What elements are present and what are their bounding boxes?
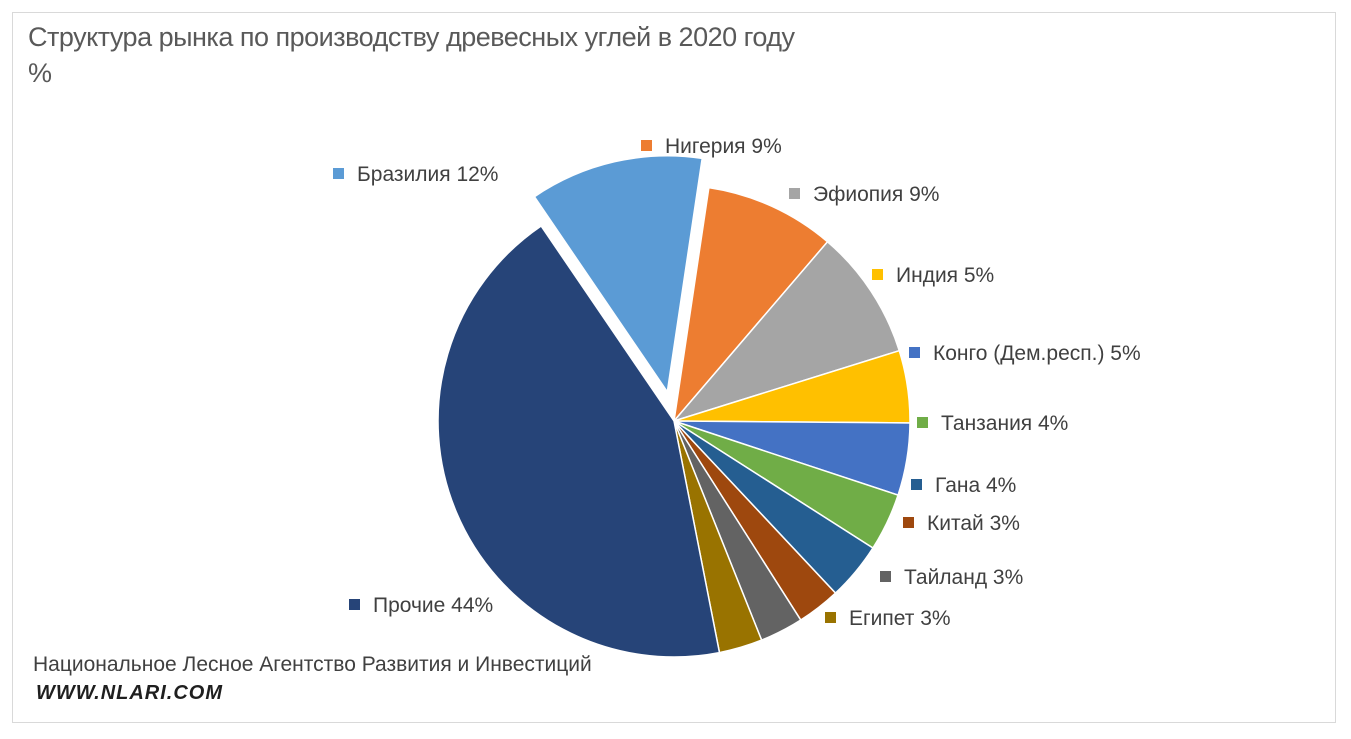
label-marker-нигерия — [641, 140, 652, 151]
label-text-эфиопия: Эфиопия 9% — [813, 183, 939, 206]
pie-label-бразилия: Бразилия 12% — [333, 163, 498, 186]
label-text-танзания: Танзания 4% — [941, 412, 1068, 435]
pie-slice-эфиопия — [671, 240, 901, 423]
label-marker-эфиопия — [789, 188, 800, 199]
label-marker-бразилия — [333, 168, 344, 179]
label-text-тайланд: Тайланд 3% — [904, 566, 1023, 589]
site-url[interactable]: WWW.NLARI.COM — [36, 682, 224, 704]
label-marker-прочие — [349, 599, 360, 610]
pie-label-эфиопия: Эфиопия 9% — [789, 183, 939, 206]
label-text-египет: Египет 3% — [849, 607, 951, 630]
label-text-прочие: Прочие 44% — [373, 594, 493, 617]
label-text-конго-дем-респ: Конго (Дем.респ.) 5% — [933, 342, 1141, 365]
pie-label-конго-дем-респ: Конго (Дем.респ.) 5% — [909, 342, 1141, 365]
label-text-бразилия: Бразилия 12% — [357, 163, 498, 186]
pie-label-китай: Китай 3% — [903, 512, 1020, 535]
pie-label-прочие: Прочие 44% — [349, 594, 493, 617]
label-marker-танзания — [917, 417, 928, 428]
label-marker-китай — [903, 517, 914, 528]
pie-label-нигерия: Нигерия 9% — [641, 135, 782, 158]
label-marker-тайланд — [880, 571, 891, 582]
label-marker-индия — [872, 269, 883, 280]
pie-labels: Нигерия 9% Эфиопия 9% Индия 5% Конго (Дем.р… — [333, 135, 1141, 630]
source-text: Национальное Лесное Агентство Развития и… — [33, 653, 592, 676]
label-text-индия: Индия 5% — [896, 264, 994, 287]
pie-label-египет: Египет 3% — [825, 607, 951, 630]
pie-label-тайланд: Тайланд 3% — [880, 566, 1023, 589]
pie-slice-прочие — [437, 224, 721, 658]
label-marker-египет — [825, 612, 836, 623]
pie-slice-нигерия — [672, 186, 829, 424]
pie-slice-бразилия — [533, 155, 704, 394]
pie-slices — [437, 155, 911, 658]
label-text-нигерия: Нигерия 9% — [665, 135, 782, 158]
label-marker-гана — [911, 479, 922, 490]
label-marker-конго-дем-респ — [909, 347, 920, 358]
label-text-гана: Гана 4% — [935, 474, 1016, 497]
label-text-китай: Китай 3% — [927, 512, 1020, 535]
chart-title: Структура рынка по производству древесны… — [28, 22, 795, 52]
pie-label-индия: Индия 5% — [872, 264, 994, 287]
chart-subtitle: % — [28, 58, 53, 88]
pie-label-гана: Гана 4% — [911, 474, 1016, 497]
pie-label-танзания: Танзания 4% — [917, 412, 1068, 435]
